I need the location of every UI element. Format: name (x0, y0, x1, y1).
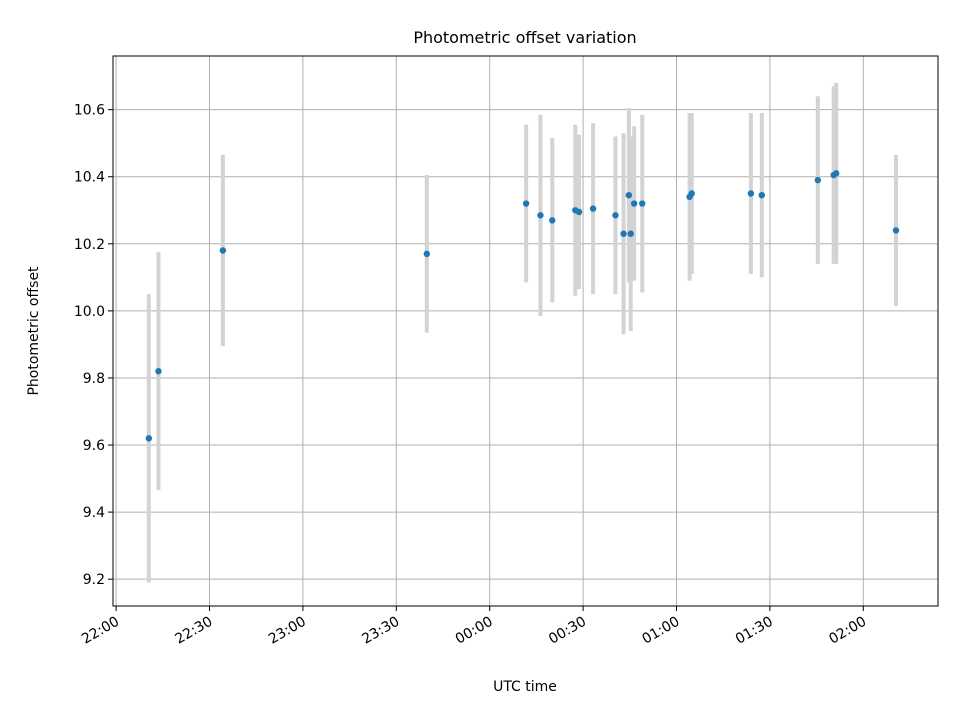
data-point (627, 230, 634, 237)
data-point (423, 250, 431, 258)
chart-title: Photometric offset variation (413, 28, 636, 47)
data-point (832, 170, 840, 177)
data-point (612, 212, 619, 219)
data-point (537, 212, 544, 219)
data-point (758, 191, 765, 199)
y-tick-label: 9.6 (83, 438, 105, 454)
data-point (155, 368, 162, 375)
y-tick-label: 10.4 (74, 170, 105, 186)
x-axis-label: UTC time (493, 679, 557, 695)
data-point (688, 190, 695, 197)
y-tick-label: 10.2 (74, 237, 105, 253)
data-point (630, 200, 638, 207)
y-tick-label: 9.2 (83, 572, 105, 588)
data-point (589, 205, 597, 212)
y-tick-label: 9.4 (83, 505, 105, 521)
data-points (145, 170, 900, 442)
data-point (145, 435, 153, 442)
data-point (575, 208, 583, 216)
data-point (814, 176, 822, 184)
data-point (892, 227, 900, 234)
plot-frame (112, 55, 939, 607)
data-point (219, 247, 227, 254)
data-point (549, 217, 556, 224)
y-tick-label: 10.0 (74, 304, 105, 320)
data-point (625, 191, 633, 199)
y-axis-label: Photometric offset (26, 266, 42, 396)
data-point (522, 200, 530, 207)
data-point (747, 190, 755, 197)
data-point (620, 230, 627, 237)
data-point (639, 200, 646, 207)
grid (113, 56, 938, 606)
y-tick-label: 9.8 (83, 371, 105, 387)
y-axis-ticks: 9.2 9.4 9.6 9.8 10.0 10.2 10.4 10.6 (74, 103, 113, 588)
y-tick-label: 10.6 (74, 103, 105, 119)
